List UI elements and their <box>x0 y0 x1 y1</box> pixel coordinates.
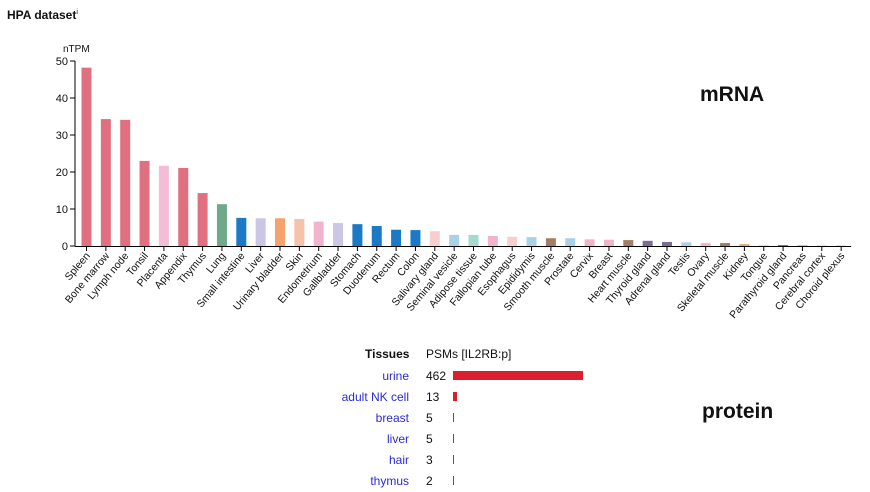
mrna-bar[interactable] <box>526 237 537 246</box>
protein-header-psms: PSMs [IL2RB:p] <box>426 347 512 361</box>
dataset-title-text: HPA dataset <box>7 8 77 22</box>
mrna-bar[interactable] <box>797 245 808 246</box>
mrna-bar[interactable] <box>216 204 227 246</box>
protein-psm-value: 13 <box>426 390 440 404</box>
mrna-bar[interactable] <box>139 160 150 246</box>
mrna-bar[interactable] <box>410 230 421 246</box>
mrna-bar[interactable] <box>584 239 595 246</box>
protein-tissue-link[interactable]: thymus <box>370 474 409 488</box>
mrna-bar[interactable] <box>391 229 402 246</box>
mrna-bar[interactable] <box>700 243 711 246</box>
mrna-bar[interactable] <box>836 245 847 246</box>
mrna-bar[interactable] <box>720 243 731 246</box>
mrna-bar[interactable] <box>429 231 440 246</box>
mrna-bar[interactable] <box>816 245 827 246</box>
y-tick-label: 40 <box>56 93 68 105</box>
info-mark[interactable]: i <box>76 9 78 16</box>
mrna-bar[interactable] <box>81 67 92 246</box>
mrna-bar[interactable] <box>487 236 498 246</box>
protein-psm-bar <box>453 476 454 485</box>
mrna-bar[interactable] <box>603 239 614 246</box>
protein-tissue-link[interactable]: breast <box>375 411 409 425</box>
protein-psm-value: 462 <box>426 369 447 383</box>
mrna-bar[interactable] <box>565 238 576 246</box>
mrna-bar[interactable] <box>758 245 769 246</box>
mrna-bar[interactable] <box>255 218 266 246</box>
y-tick-label: 10 <box>56 204 68 216</box>
mrna-bar[interactable] <box>120 119 131 246</box>
protein-section-label: protein <box>702 400 774 423</box>
protein-tissue-link[interactable]: hair <box>388 453 409 467</box>
mrna-bar[interactable] <box>158 165 169 246</box>
protein-psm-bar <box>453 392 457 401</box>
protein-psm-value: 5 <box>426 432 433 446</box>
mrna-bar[interactable] <box>739 244 750 246</box>
y-tick-label: 20 <box>56 167 68 179</box>
mrna-bar[interactable] <box>313 221 324 246</box>
protein-psm-value: 3 <box>426 453 433 467</box>
protein-tissue-link[interactable]: urine <box>382 369 409 383</box>
mrna-bar[interactable] <box>681 242 692 246</box>
mrna-bar[interactable] <box>545 238 556 246</box>
mrna-bar[interactable] <box>236 217 247 246</box>
protein-psm-bar <box>453 413 455 422</box>
protein-psm-bar <box>453 371 583 380</box>
mrna-section-label: mRNA <box>700 83 765 106</box>
protein-tissue-link[interactable]: adult NK cell <box>341 390 409 404</box>
mrna-bar[interactable] <box>100 119 111 246</box>
protein-psm-value: 5 <box>426 411 433 425</box>
protein-header-tissues: Tissues <box>365 347 410 361</box>
mrna-bar[interactable] <box>178 167 189 246</box>
mrna-bar[interactable] <box>275 218 285 246</box>
mrna-bars <box>81 67 847 246</box>
protein-psm-value: 2 <box>426 474 433 488</box>
mrna-bar[interactable] <box>642 240 653 246</box>
mrna-axes: nTPM 0 10 20 30 40 50 <box>56 44 852 253</box>
dataset-title: HPA dataseti <box>7 8 78 22</box>
mrna-bar[interactable] <box>662 241 672 246</box>
y-tick-label: 0 <box>62 241 68 253</box>
mrna-bar[interactable] <box>371 226 382 246</box>
mrna-bar[interactable] <box>352 224 363 246</box>
mrna-bar[interactable] <box>507 236 518 246</box>
mrna-bar[interactable] <box>778 245 789 246</box>
protein-tissue-link[interactable]: liver <box>386 432 409 446</box>
mrna-bar[interactable] <box>449 234 460 246</box>
y-axis-label: nTPM <box>63 44 90 55</box>
protein-psm-bar <box>453 455 454 464</box>
y-tick-label: 30 <box>56 130 68 142</box>
protein-psm-bar <box>453 434 455 443</box>
mrna-bar[interactable] <box>197 193 208 246</box>
mrna-bar[interactable] <box>623 240 634 246</box>
mrna-bar[interactable] <box>333 223 344 246</box>
mrna-bar[interactable] <box>294 218 305 246</box>
mrna-bar[interactable] <box>468 234 479 246</box>
y-tick-label: 50 <box>56 56 68 68</box>
